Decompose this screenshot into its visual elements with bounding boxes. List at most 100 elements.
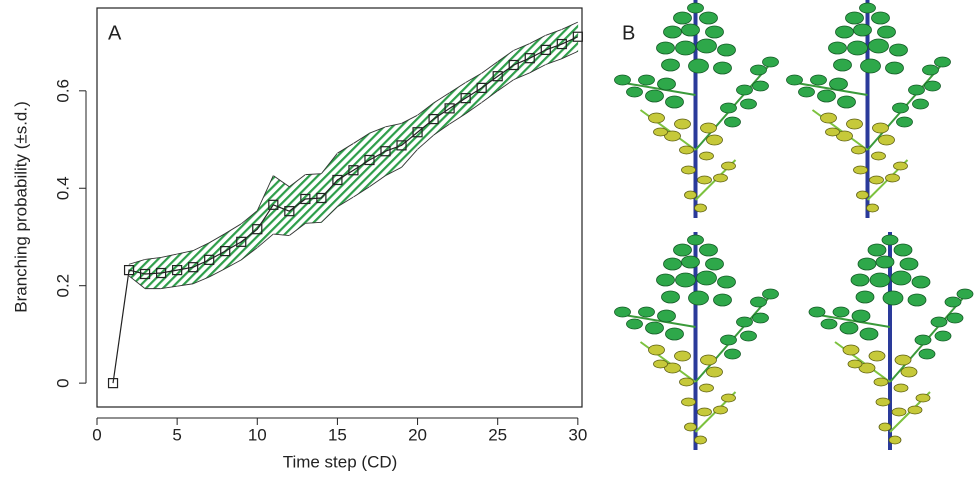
plant (615, 0, 779, 218)
data-point (572, 31, 583, 42)
sd-band-upper (529, 34, 546, 44)
panel-label: B (622, 22, 635, 44)
sd-band-lower (465, 102, 482, 115)
data-point (556, 38, 567, 50)
data-point (123, 265, 135, 276)
sd-band-upper (321, 152, 338, 174)
y-tick-label: 0.2 (53, 274, 72, 298)
y-tick-label: 0.4 (53, 176, 72, 200)
data-point (380, 146, 391, 157)
sd-band-lower (177, 283, 194, 287)
data-point (396, 140, 407, 151)
data-point (188, 262, 199, 273)
data-point (204, 254, 215, 265)
sd-band-upper (128, 258, 146, 265)
sd-band-upper (305, 173, 322, 176)
data-point (524, 53, 535, 64)
sd-band-lower (497, 79, 514, 92)
y-tick-label: 0 (53, 378, 72, 387)
sd-band-upper (192, 242, 210, 252)
sd-band-lower (128, 275, 146, 289)
data-point (508, 59, 519, 71)
x-tick-label: 10 (248, 425, 267, 444)
sd-band-upper (433, 92, 450, 104)
sd-band-upper (449, 82, 466, 94)
sd-band (256, 175, 274, 249)
plant (787, 0, 951, 218)
sd-band-lower (433, 123, 450, 136)
sd-band-lower (240, 247, 258, 261)
x-tick-label: 20 (408, 425, 427, 444)
data-point (300, 193, 311, 205)
sd-band-lower (481, 90, 498, 103)
sd-band-lower (192, 276, 210, 285)
sd-band-lower (529, 64, 546, 74)
sd-band-upper (208, 233, 226, 244)
sd-band-lower (353, 186, 370, 198)
y-tick-label: 0.6 (53, 79, 72, 103)
sd-band-upper (273, 175, 290, 188)
sd-band-upper (465, 72, 482, 83)
sd-band-upper (369, 126, 386, 134)
x-tick-label: 25 (488, 425, 507, 444)
sd-band-lower (449, 113, 466, 125)
sd-band-upper (240, 210, 258, 225)
sd-band-upper (513, 43, 530, 51)
sd-band-lower (401, 148, 418, 168)
data-point (107, 378, 119, 389)
sd-band-upper (289, 174, 306, 188)
plant-illustrations (615, 0, 974, 450)
x-axis-label: Time step (CD) (283, 452, 398, 471)
data-point (284, 206, 295, 217)
data-point (156, 267, 167, 279)
sd-band-upper (161, 253, 178, 258)
sd-band-lower (337, 196, 354, 208)
sd-band-lower (289, 222, 306, 236)
sd-band-lower (305, 221, 322, 224)
data-point (492, 71, 503, 82)
sd-band-upper (337, 143, 354, 154)
sd-band-lower (545, 58, 562, 65)
sd-band-lower (321, 206, 338, 223)
sd-band-upper (481, 61, 498, 74)
data-point (476, 82, 487, 93)
sd-band-lower (561, 50, 579, 60)
y-axis-label: Branching probability (±s.d.) (11, 101, 30, 313)
sd-band-upper (353, 132, 370, 144)
sd-band-upper (545, 29, 562, 36)
x-tick-label: 0 (92, 425, 101, 444)
data-line (112, 36, 579, 384)
plot-frame (96, 7, 583, 408)
data-point (252, 224, 263, 235)
sd-band-lower (385, 166, 402, 176)
sd-band-upper (256, 175, 274, 211)
sd-band-lower (208, 268, 226, 278)
data-point (460, 93, 471, 104)
data-point (139, 268, 151, 280)
sd-band-lower (273, 233, 290, 236)
data-point (428, 113, 439, 125)
sd-band-upper (417, 102, 434, 116)
data-point (220, 246, 231, 257)
sd-band-upper (145, 256, 162, 260)
sd-band-lower (513, 72, 530, 81)
sd-band-lower (256, 233, 274, 249)
data-point (364, 154, 375, 166)
x-tick-label: 30 (568, 425, 587, 444)
data-point (412, 127, 423, 138)
sd-band-upper (177, 250, 194, 255)
plant (809, 232, 973, 450)
sd-band-lower (417, 134, 434, 150)
sd-band-upper (401, 114, 418, 124)
x-tick-label: 15 (328, 425, 347, 444)
data-point (332, 174, 343, 186)
data-point (444, 103, 455, 114)
sd-band-lower (369, 175, 386, 188)
data-point (540, 44, 551, 55)
sd-band-upper (224, 223, 242, 234)
x-tick-label: 5 (172, 425, 181, 444)
sd-band-lower (225, 259, 242, 270)
data-point (172, 265, 183, 276)
sd-band-lower (161, 285, 178, 290)
